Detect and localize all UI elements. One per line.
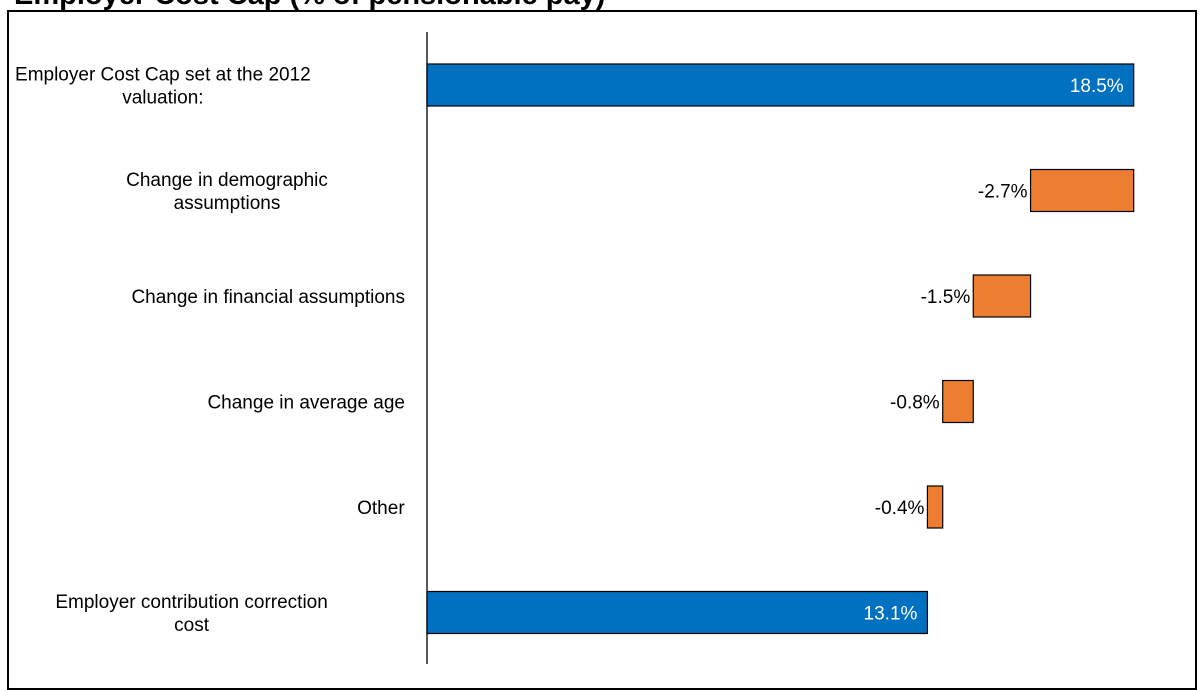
data-label: 18.5% xyxy=(1070,76,1124,97)
category-label-line: Change in demographic xyxy=(126,170,328,191)
category-label: Employer contribution correction cost xyxy=(55,592,327,636)
total-bar xyxy=(426,63,1135,107)
decrease-bar xyxy=(926,485,944,529)
decrease-bar xyxy=(972,274,1032,318)
category-label-line: Employer contribution correction xyxy=(55,592,327,613)
category-label-line: Change in financial assumptions xyxy=(131,287,405,308)
category-label: Change in average age xyxy=(207,393,405,414)
waterfall-chart: 18.5% Employer Cost Cap set at the 2012 va… xyxy=(15,32,1135,664)
category-label-line: valuation: xyxy=(122,88,203,109)
category-label: Change in financial assumptions xyxy=(131,287,405,308)
data-label: -2.7% xyxy=(978,182,1028,203)
data-label: 13.1% xyxy=(864,604,918,625)
data-label: -1.5% xyxy=(921,287,971,308)
chart-frame: 18.5% Employer Cost Cap set at the 2012 va… xyxy=(7,10,1197,690)
decrease-bar xyxy=(942,379,974,424)
category-label-line: Change in average age xyxy=(207,393,405,414)
category-label: Change in demographic assumptions xyxy=(126,170,328,214)
category-label-line: cost xyxy=(174,615,210,636)
data-label: -0.4% xyxy=(875,498,925,519)
chart-title: Employer Cost Cap (% of pensionable pay) xyxy=(14,0,605,12)
data-label: -0.8% xyxy=(890,393,940,414)
category-label-line: assumptions xyxy=(174,193,281,214)
decrease-bar xyxy=(1029,168,1135,213)
total-bar xyxy=(426,590,929,635)
category-label: Employer Cost Cap set at the 2012 valuati… xyxy=(15,65,311,109)
category-label-line: Other xyxy=(357,498,405,519)
category-label: Other xyxy=(357,498,405,519)
category-label-line: Employer Cost Cap set at the 2012 xyxy=(15,65,311,86)
